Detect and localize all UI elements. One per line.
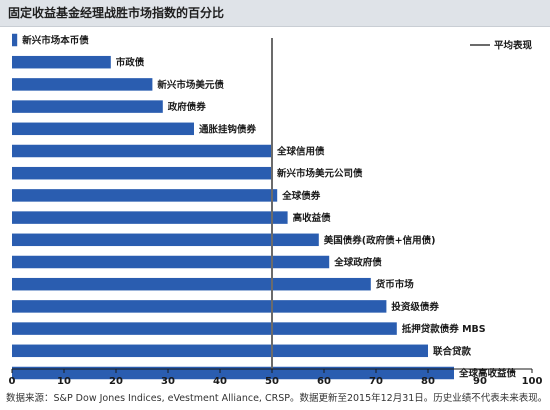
bar bbox=[12, 300, 387, 313]
x-tick-label: 80 bbox=[421, 376, 435, 387]
bar bbox=[12, 166, 272, 180]
x-tick-label: 50 bbox=[265, 376, 279, 387]
chart-title: 固定收益基金经理战胜市场指数的百分比 bbox=[8, 6, 225, 20]
x-tick-label: 90 bbox=[473, 376, 487, 387]
bar bbox=[12, 144, 272, 158]
bar bbox=[12, 255, 330, 269]
bar-label: 美国债券(政府债+信用债) bbox=[323, 234, 436, 246]
bar-label: 新兴市场美元债 bbox=[157, 79, 224, 91]
bar bbox=[12, 322, 397, 335]
bar-label: 政府债券 bbox=[168, 101, 207, 113]
bars-group: 新兴市场本币债市政债新兴市场美元债政府债券通胀挂钩债券全球信用债新兴市场美元公司… bbox=[12, 33, 517, 380]
bar bbox=[12, 233, 319, 247]
x-tick-label: 70 bbox=[369, 376, 383, 387]
bar-label: 通胀挂钩债券 bbox=[199, 123, 257, 135]
bar bbox=[12, 78, 153, 91]
bar bbox=[12, 33, 18, 47]
legend: 平均表现 bbox=[470, 40, 533, 52]
bar-label: 全球高收益债 bbox=[458, 368, 517, 380]
bar bbox=[12, 100, 163, 113]
legend-label: 平均表现 bbox=[494, 40, 533, 52]
bar-label: 投资级债券 bbox=[391, 301, 439, 313]
x-tick-label: 60 bbox=[317, 376, 331, 387]
x-tick-label: 0 bbox=[9, 376, 16, 387]
bar bbox=[12, 122, 194, 136]
bar-label: 抵押贷款债券 MBS bbox=[402, 323, 486, 335]
x-tick-label: 10 bbox=[57, 376, 71, 387]
bar bbox=[12, 189, 278, 202]
x-axis: 0 10 20 30 40 50 60 70 80 90 100 bbox=[9, 368, 543, 387]
bar-label: 高收益债 bbox=[293, 212, 332, 224]
title-bar: 固定收益基金经理战胜市场指数的百分比 bbox=[0, 0, 550, 27]
x-tick-label: 20 bbox=[109, 376, 123, 387]
source-note: 数据来源：S&P Dow Jones Indices, eVestment Al… bbox=[6, 393, 548, 404]
bar-label: 新兴市场本币债 bbox=[22, 35, 89, 47]
bar-label: 全球信用债 bbox=[276, 146, 325, 158]
bar-label: 全球政府债 bbox=[333, 257, 382, 269]
bar bbox=[12, 366, 454, 380]
bar-label: 联合贷款 bbox=[433, 345, 472, 357]
bar-label: 新兴市场美元公司债 bbox=[277, 168, 363, 180]
x-tick-label: 30 bbox=[161, 376, 175, 387]
bar-label: 货币市场 bbox=[375, 279, 415, 291]
x-tick-label: 40 bbox=[213, 376, 227, 387]
bar-label: 市政债 bbox=[116, 57, 145, 69]
bar bbox=[12, 277, 371, 291]
bar bbox=[12, 55, 111, 69]
bar-label: 全球债券 bbox=[281, 190, 321, 202]
x-tick-label: 100 bbox=[522, 376, 543, 387]
bar bbox=[12, 211, 288, 224]
bar bbox=[12, 344, 428, 358]
